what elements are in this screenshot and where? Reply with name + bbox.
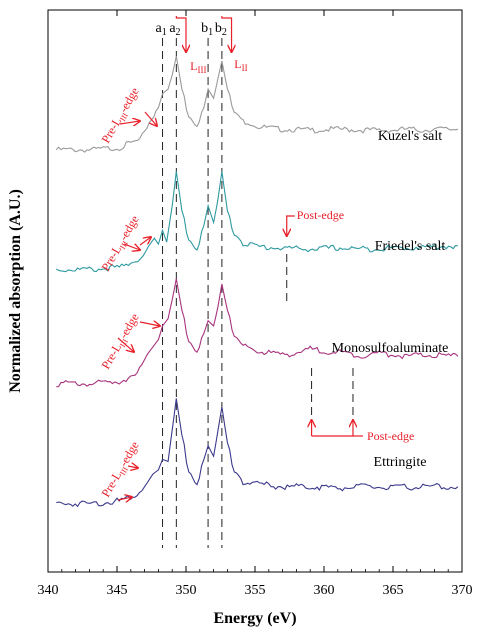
pre-edge-arrow <box>139 237 151 246</box>
post-edge-label: Post-edge <box>297 208 344 222</box>
peak-label: b1 <box>201 21 213 38</box>
pre-edge-arrow <box>144 111 157 126</box>
reference-lines <box>162 38 223 548</box>
series-line <box>56 278 459 388</box>
x-tick-label: 350 <box>176 583 197 598</box>
series-line <box>56 398 459 508</box>
peak-label: a2 <box>169 21 180 38</box>
pre-edge-label: Pre-LIII-edge <box>98 85 143 147</box>
x-tick-label: 360 <box>314 583 335 598</box>
pre-edge-arrow <box>119 121 140 124</box>
peak-label: a1 <box>156 21 167 38</box>
peak-label: b2 <box>215 21 227 38</box>
pre-edge-arrow <box>117 337 134 352</box>
series-line <box>55 56 459 153</box>
series-label: Ettringite <box>374 455 427 470</box>
x-tick-label: 365 <box>383 583 404 598</box>
series-label: Friedel's salt <box>375 239 446 254</box>
annotations: a1 a2 b1 b2 Kuzel's salt Friedel's salt Monosu… <box>98 16 448 501</box>
edge-label: LIII <box>190 59 206 75</box>
x-tick-label: 340 <box>38 583 59 598</box>
y-axis-title: Normalized absorption (A.U.) <box>7 189 24 393</box>
post-edge-arrow <box>287 215 295 236</box>
pre-edge-arrow <box>117 497 132 500</box>
edge-label: LII <box>234 57 247 73</box>
series-label: Monosulfoaluminate <box>332 341 449 356</box>
pre-edge-arrow <box>127 466 138 468</box>
series-line <box>56 171 459 273</box>
bracket <box>175 16 187 22</box>
post-edge-arrow <box>311 420 353 437</box>
x-axis-title: Energy (eV) <box>213 610 296 627</box>
series-label: Kuzel's salt <box>378 129 442 144</box>
pre-edge-label: Pre-LIII-edge <box>98 311 143 373</box>
x-axis-ticks: 340 345 350 355 360 365 370 <box>38 10 473 598</box>
x-tick-label: 355 <box>245 583 266 598</box>
pre-edge-label: Pre-LIII-edge <box>98 439 143 501</box>
x-tick-label: 345 <box>107 583 128 598</box>
post-edge-label: Post-edge <box>367 429 414 443</box>
x-tick-label: 370 <box>452 583 473 598</box>
pre-edge-arrow <box>139 322 160 326</box>
pre-edge-arrow <box>123 244 140 250</box>
bracket <box>221 16 233 22</box>
